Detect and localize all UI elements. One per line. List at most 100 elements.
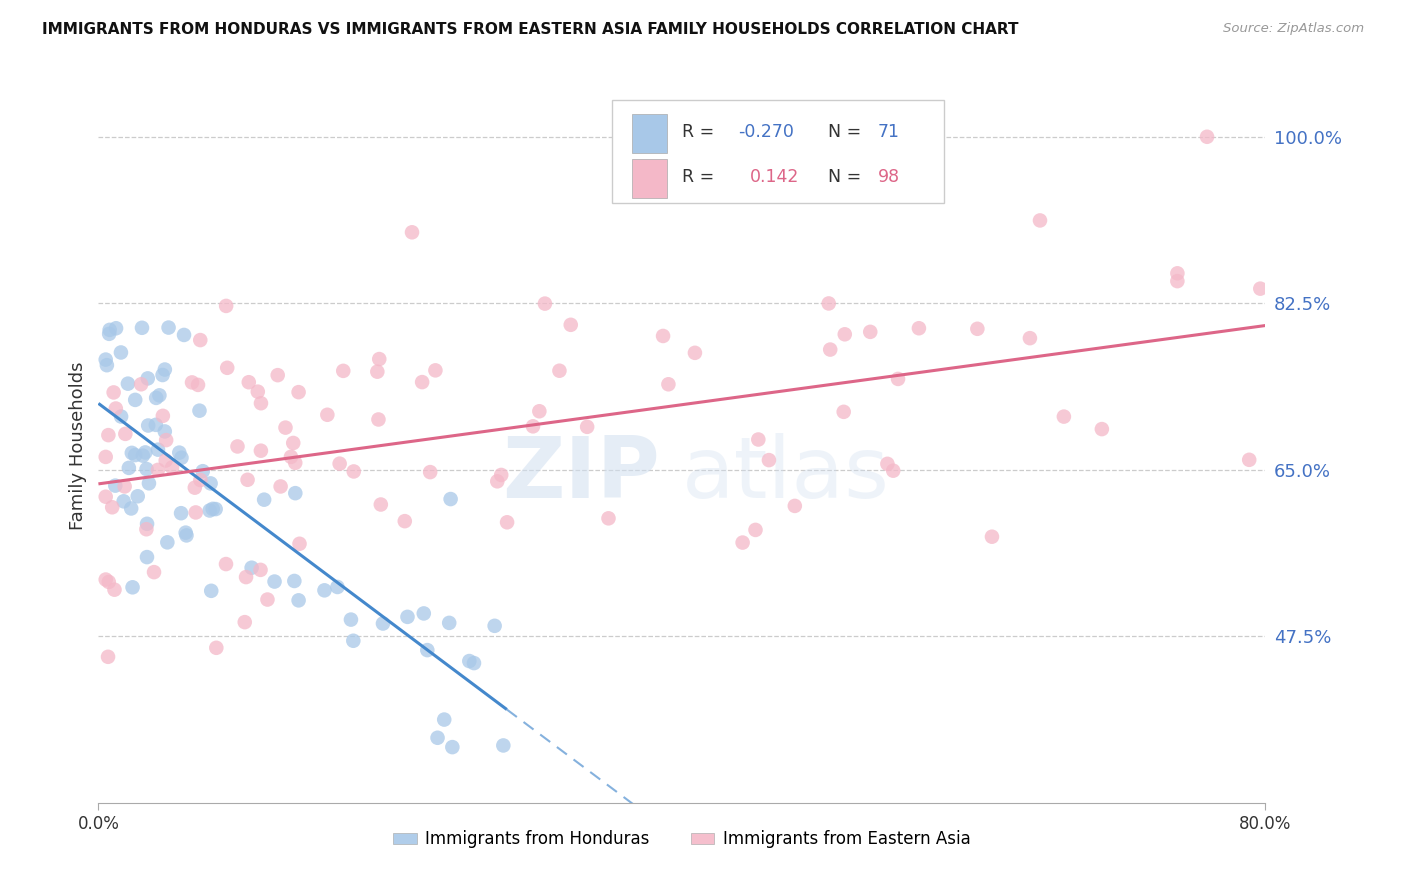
Point — [246, 384, 269, 399]
Point — [236, 473, 259, 487]
Point — [134, 445, 156, 459]
Bar — [631, 113, 666, 153]
Point — [411, 375, 433, 389]
Point — [283, 436, 305, 450]
Text: ZIP: ZIP — [502, 433, 659, 516]
Point — [136, 418, 159, 433]
Point — [416, 643, 439, 657]
Point — [882, 464, 904, 478]
Point — [114, 479, 136, 493]
Point — [274, 420, 297, 434]
Point — [173, 328, 195, 343]
Point — [135, 462, 157, 476]
Point — [253, 492, 276, 507]
Point — [426, 731, 449, 745]
Point — [758, 453, 780, 467]
Point — [112, 494, 135, 508]
Point — [419, 465, 441, 479]
Point — [97, 649, 120, 664]
Text: R =: R = — [682, 168, 725, 186]
Point — [94, 450, 117, 464]
Text: N =: N = — [828, 122, 866, 141]
Point — [887, 372, 910, 386]
Bar — [631, 159, 666, 198]
Point — [190, 473, 212, 487]
Point — [288, 537, 311, 551]
Point — [1166, 274, 1188, 288]
Point — [280, 450, 302, 464]
Point — [152, 409, 174, 423]
Point — [184, 505, 207, 519]
Point — [1249, 282, 1271, 296]
Point — [1237, 452, 1260, 467]
Point — [908, 321, 931, 335]
Point — [263, 574, 285, 589]
Point — [117, 376, 139, 391]
Point — [270, 479, 292, 493]
Point — [94, 490, 117, 504]
Point — [143, 565, 166, 579]
Point — [156, 535, 179, 549]
Point — [368, 352, 391, 367]
Text: N =: N = — [828, 168, 866, 186]
Point — [683, 346, 706, 360]
Point — [484, 619, 506, 633]
Point — [366, 365, 388, 379]
Point — [201, 501, 224, 516]
Point — [534, 296, 557, 310]
Point — [198, 503, 221, 517]
Point — [187, 377, 209, 392]
Point — [226, 440, 249, 454]
Point — [104, 401, 127, 416]
Point — [114, 426, 136, 441]
Point — [238, 375, 260, 389]
Point — [249, 563, 271, 577]
Point — [188, 333, 211, 347]
Point — [522, 419, 544, 434]
Point — [316, 408, 339, 422]
Point — [329, 457, 352, 471]
Point — [110, 345, 132, 359]
Point — [135, 522, 157, 536]
Point — [394, 514, 416, 528]
Point — [97, 428, 120, 442]
Point — [489, 467, 512, 482]
Legend: Immigrants from Honduras, Immigrants from Eastern Asia: Immigrants from Honduras, Immigrants fro… — [387, 824, 977, 855]
Point — [191, 464, 214, 478]
Point — [138, 476, 160, 491]
Point — [153, 362, 176, 376]
Point — [463, 656, 485, 670]
Point — [832, 405, 855, 419]
Point — [121, 446, 143, 460]
Point — [744, 523, 766, 537]
Point — [783, 499, 806, 513]
Point — [437, 615, 460, 630]
Point — [176, 528, 198, 542]
Point — [235, 570, 257, 584]
Point — [188, 403, 211, 417]
Point — [233, 615, 256, 629]
Point — [492, 739, 515, 753]
Point — [548, 364, 571, 378]
Point — [250, 396, 273, 410]
Point — [103, 582, 125, 597]
Point — [287, 593, 309, 607]
Point — [367, 412, 389, 426]
Point — [118, 461, 141, 475]
Point — [1195, 129, 1218, 144]
Point — [250, 443, 273, 458]
Point — [433, 713, 456, 727]
Point — [170, 506, 193, 520]
Point — [560, 318, 582, 332]
Point — [529, 404, 551, 418]
Point — [146, 442, 169, 457]
Point — [1029, 213, 1052, 227]
Point — [200, 476, 222, 491]
Point — [204, 502, 226, 516]
Point — [136, 516, 159, 531]
Point — [834, 327, 856, 342]
Point — [425, 363, 447, 377]
Y-axis label: Family Households: Family Households — [69, 362, 87, 530]
Point — [876, 457, 898, 471]
Point — [148, 388, 170, 402]
